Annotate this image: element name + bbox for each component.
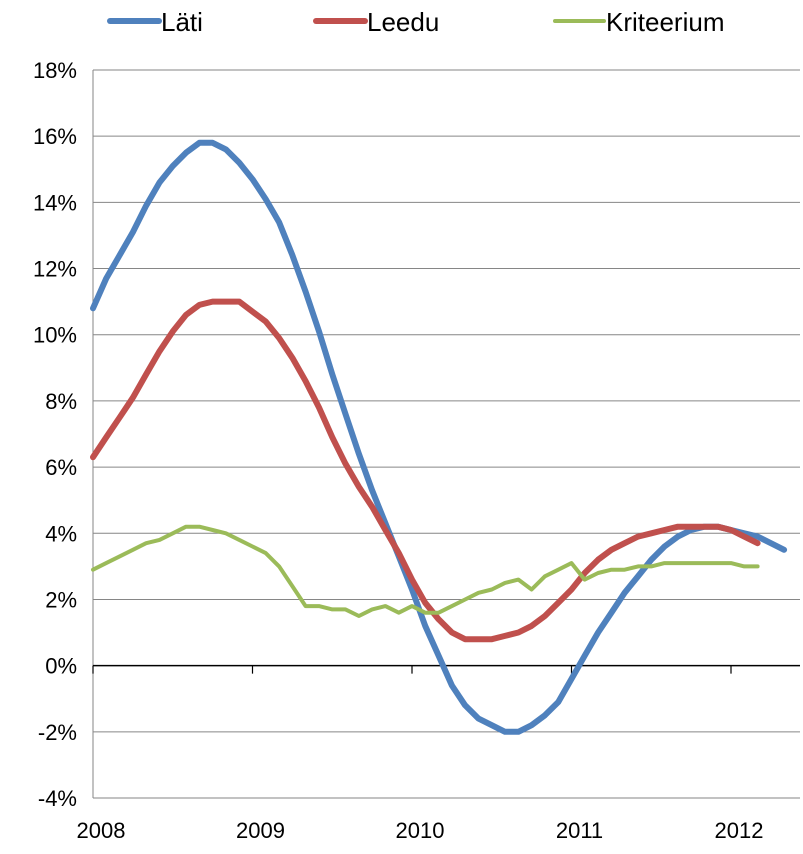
y-tick-label: 16%	[33, 124, 77, 149]
axes	[92, 70, 800, 799]
y-tick-label: 6%	[45, 455, 77, 480]
legend-label: Läti	[161, 7, 203, 37]
y-tick-label: -2%	[38, 720, 77, 745]
x-tick-label: 2012	[715, 818, 764, 843]
x-tick-label: 2009	[236, 818, 285, 843]
series-line-leedu	[90, 298, 761, 643]
y-tick-label: 10%	[33, 323, 77, 348]
legend-label: Leedu	[367, 7, 439, 37]
y-tick-label: -4%	[38, 786, 77, 811]
series-layer	[90, 139, 788, 735]
y-tick-label: 8%	[45, 389, 77, 414]
x-axis-tick-labels: 2008 2009 2010 2011 2012	[77, 818, 764, 843]
x-tick-label: 2010	[396, 818, 445, 843]
x-tick-label: 2008	[77, 818, 126, 843]
y-tick-label: 0%	[45, 654, 77, 679]
gridlines	[93, 69, 800, 733]
series-line-läti	[90, 139, 788, 735]
x-tick-label: 2011	[556, 818, 603, 843]
y-tick-label: 14%	[33, 190, 77, 215]
legend-label: Kriteerium	[606, 7, 724, 37]
legend: Läti Leedu Kriteerium	[107, 7, 724, 37]
y-tick-label: 18%	[33, 58, 77, 83]
y-tick-label: 12%	[33, 257, 77, 282]
y-tick-label: 4%	[45, 521, 77, 546]
y-axis-tick-labels: -4% -2% 0% 2% 4% 6% 8% 10% 12% 14% 16% 18%	[33, 58, 77, 811]
y-tick-label: 2%	[45, 587, 77, 612]
series-line-kriteerium	[91, 524, 760, 618]
